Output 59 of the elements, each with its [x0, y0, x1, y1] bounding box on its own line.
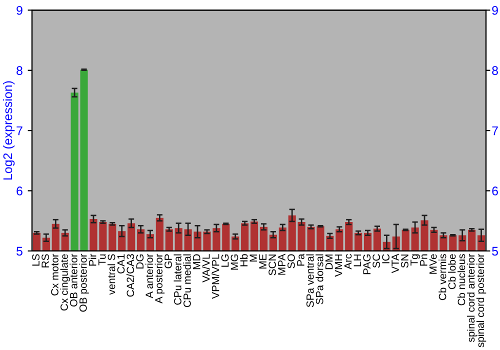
x-tick-label: Pir: [88, 254, 96, 266]
x-tick-label: Cb lobe: [448, 254, 456, 290]
x-tick-label: LS: [32, 254, 40, 266]
y2-tick-label: 6: [492, 186, 498, 196]
x-tick-label: VPM/VPL: [212, 254, 220, 299]
x-tick-label: VTA: [392, 254, 399, 274]
x-tick-label: VA/VL: [202, 254, 210, 282]
y-tick-label: 6: [16, 186, 22, 196]
x-tick-label: Cx cingulate: [60, 254, 70, 311]
x-tick-label: M: [250, 254, 257, 262]
x-tick-label: MVe: [430, 254, 437, 274]
y-tick-label: 9: [16, 6, 22, 15]
x-tick-label: RS: [42, 254, 49, 268]
x-tick-label: OB anterior: [70, 254, 78, 306]
x-tick-label: CPu lateral: [174, 254, 182, 305]
y2-tick-label: 8: [492, 66, 498, 75]
x-tick-label: Hb: [240, 254, 248, 266]
x-tick-label: Tg: [410, 254, 420, 266]
y-tick-label: 5: [16, 246, 22, 256]
x-tick-label: MPA: [278, 254, 286, 275]
x-tick-label: SPa ventral: [306, 254, 314, 308]
x-tick-label: Pa: [297, 254, 304, 266]
x-tick-label: MD: [193, 254, 200, 270]
x-tick-label: LH: [354, 254, 362, 266]
x-tick-label: Tu: [98, 254, 106, 266]
x-tick-label: ME: [259, 254, 266, 268]
x-tick-label: PAG: [363, 254, 371, 274]
x-tick-label: Cb vermis: [438, 254, 446, 300]
x-tick-label: SN: [401, 254, 408, 268]
x-tick-label: spinal cord posterior: [476, 254, 486, 348]
y2-tick-label: 7: [492, 126, 498, 136]
x-tick-label: VMH: [334, 254, 342, 277]
x-tick-label: MG: [230, 254, 238, 270]
x-tick-label: spinal cord anterior: [466, 254, 477, 342]
x-tick-label: ventral S: [108, 254, 116, 295]
x-tick-label: SO: [288, 254, 295, 268]
y2-tick-label: 9: [492, 6, 498, 15]
y-axis-title: Log2 (expression): [2, 81, 15, 180]
x-tick-label: Arc: [344, 254, 352, 270]
x-tick-label: A posterior: [154, 254, 165, 304]
x-tick-label: Cb nucleus: [458, 254, 466, 306]
x-tick-label: CA2/CA3: [126, 254, 134, 297]
x-tick-label: Cx motor: [51, 254, 58, 296]
x-tick-label: SC: [372, 254, 380, 268]
x-tick-label: SPa dorsal: [316, 254, 324, 304]
y-tick-label: 7: [16, 126, 22, 136]
y-tick-label: 8: [16, 66, 22, 75]
x-tick-label: DM: [325, 254, 333, 270]
x-tick-label: LG: [221, 254, 229, 267]
x-tick-label: CA1: [117, 254, 125, 274]
x-tick-label: DG: [136, 254, 144, 268]
x-tick-label: IC: [382, 254, 390, 264]
x-tick-label: SCN: [268, 254, 276, 276]
x-tick-label: OB posterior: [79, 254, 89, 312]
y2-tick-label: 5: [492, 246, 498, 256]
x-tick-label: Pn: [420, 254, 428, 266]
x-tick-label: GP: [164, 254, 172, 268]
x-tick-label: A anterior: [145, 254, 154, 298]
x-tick-label: CPu medial: [183, 254, 191, 308]
